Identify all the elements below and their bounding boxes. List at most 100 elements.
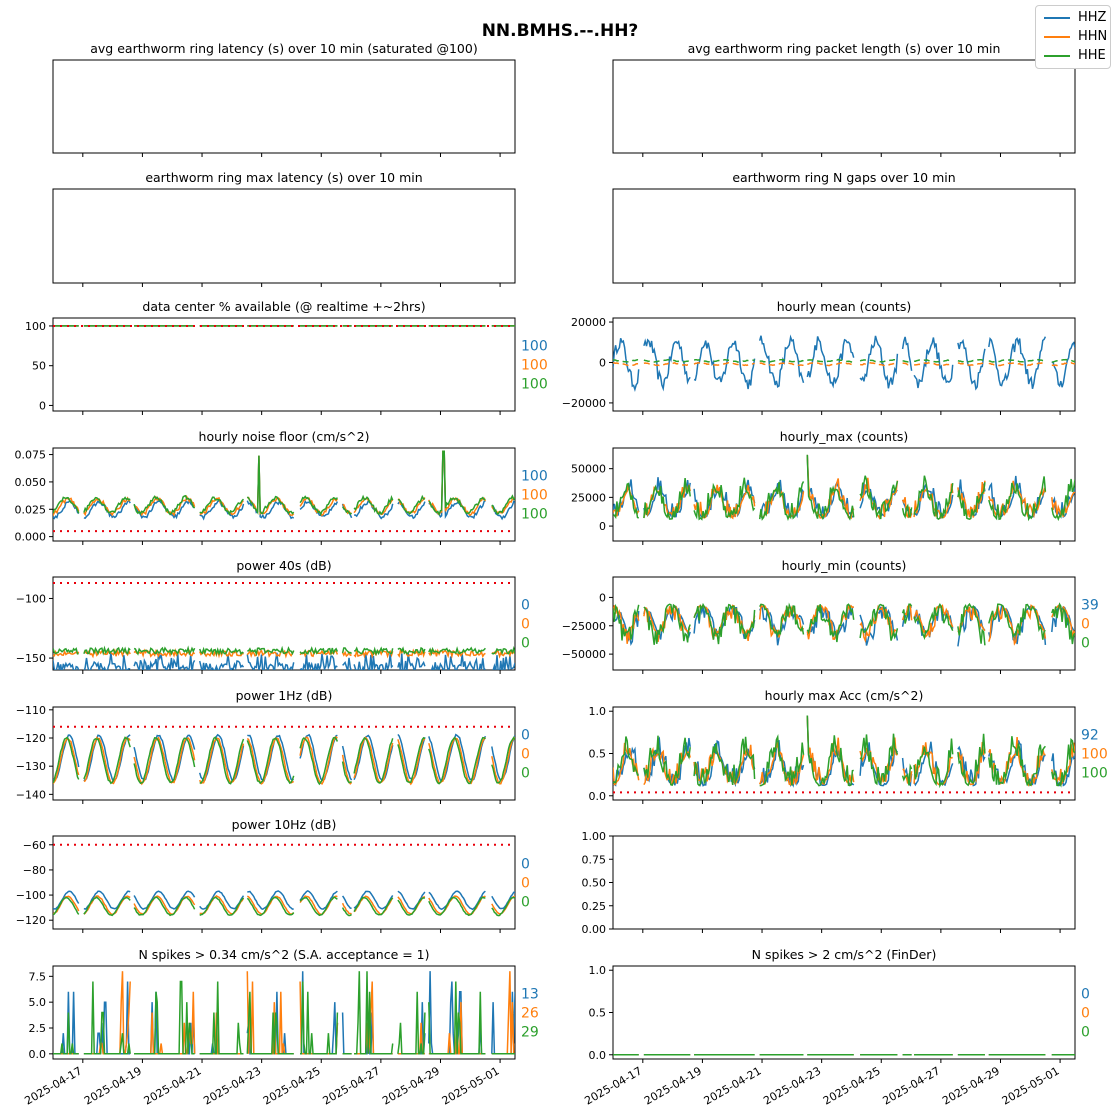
plot-frame xyxy=(52,59,516,154)
legend-swatch-hhe xyxy=(1044,54,1070,57)
y-tick-label: 0 xyxy=(599,591,606,604)
y-tick-label: −60 xyxy=(23,839,46,852)
y-tick-label: −140 xyxy=(16,788,46,801)
annotation-hhz: 92 xyxy=(1081,728,1099,744)
annotation-hhn: 0 xyxy=(521,747,530,763)
y-tick-label: 0.50 xyxy=(582,877,607,890)
y-tick-label: −100 xyxy=(16,592,46,605)
annotation-hhe: 100 xyxy=(1081,766,1108,782)
plot-frame xyxy=(612,965,1076,1060)
x-tick-label: 2025-04-25 xyxy=(261,1064,323,1107)
chart-title: data center % available (@ realtime +~2h… xyxy=(142,299,425,314)
chart-title: avg earthworm ring packet length (s) ove… xyxy=(688,41,1001,56)
chart-max-latency: earthworm ring max latency (s) over 10 m… xyxy=(52,170,516,287)
y-tick-label: 1.00 xyxy=(582,830,607,843)
chart-title: power 1Hz (dB) xyxy=(236,688,333,703)
y-tick-label: 5.0 xyxy=(29,996,47,1009)
annotation-hhe: 29 xyxy=(521,1025,539,1041)
y-tick-label: 1.0 xyxy=(589,964,607,977)
y-tick-label: −110 xyxy=(16,704,46,717)
y-tick-label: 0.0 xyxy=(589,1049,607,1062)
chart-blank: 0.00 0.25 0.50 0.75 1.00 xyxy=(582,830,1076,936)
y-tick-label: 1.0 xyxy=(589,705,607,718)
y-tick-label: −120 xyxy=(16,732,46,745)
y-tick-label: 0 xyxy=(39,399,46,412)
annotation-hhe: 100 xyxy=(521,507,548,523)
chart-max-acc: hourly max Acc (cm/s^2) 0.0 0.5 1.0 92 100 100 xyxy=(589,688,1108,804)
plot-frame xyxy=(612,447,1076,542)
chart-title: hourly noise floor (cm/s^2) xyxy=(199,429,370,444)
legend: HHZ HHN HHE xyxy=(1035,5,1111,69)
annotation-hhz: 0 xyxy=(521,598,530,614)
annotation-hhn: 26 xyxy=(521,1006,539,1022)
x-tick-label: 2025-04-29 xyxy=(380,1064,442,1107)
chart-title: hourly_min (counts) xyxy=(782,558,907,573)
annotation-hhe: 100 xyxy=(521,377,548,393)
y-tick-label: 100 xyxy=(25,320,46,333)
x-tick-label: 2025-04-19 xyxy=(82,1064,144,1107)
series-hhn xyxy=(613,361,1075,367)
y-tick-label: 50000 xyxy=(571,463,606,476)
annotation-hhz: 100 xyxy=(521,339,548,355)
series-hhe xyxy=(53,736,515,786)
x-tick-label: 2025-04-19 xyxy=(642,1064,704,1107)
chart-title: avg earthworm ring latency (s) over 10 m… xyxy=(90,41,477,56)
figure-title: NN.BMHS.--.HH? xyxy=(482,21,639,41)
chart-title: N spikes > 2 cm/s^2 (FinDer) xyxy=(752,947,937,962)
y-tick-label: −130 xyxy=(16,760,46,773)
x-tick-label: 2025-04-29 xyxy=(940,1064,1002,1107)
plot-frame xyxy=(52,835,516,930)
annotation-hhe: 0 xyxy=(521,766,530,782)
annotation-hhz: 100 xyxy=(521,469,548,485)
plot-frame xyxy=(612,835,1076,930)
x-tick-label: 2025-04-23 xyxy=(201,1064,263,1107)
chart-power-1hz: power 1Hz (dB) −140 −130 −120 −110 0 0 0 xyxy=(16,688,530,804)
series-hhe xyxy=(613,602,1075,646)
annotation-hhn: 100 xyxy=(1081,747,1108,763)
y-tick-label: 0 xyxy=(599,356,606,369)
x-tick-label: 2025-05-01 xyxy=(440,1064,502,1107)
plot-frame xyxy=(612,59,1076,154)
annotation-hhn: 0 xyxy=(521,876,530,892)
legend-entry-hhz: HHZ xyxy=(1044,9,1106,27)
annotation-hhn: 0 xyxy=(521,617,530,633)
y-tick-label: −120 xyxy=(16,914,46,927)
chart-avg-packet-length: avg earthworm ring packet length (s) ove… xyxy=(612,41,1076,157)
plot-frame xyxy=(612,576,1076,671)
x-tick-label: 2025-04-27 xyxy=(880,1064,942,1107)
annotation-hhe: 0 xyxy=(521,636,530,652)
y-tick-label: 0.0 xyxy=(589,790,607,803)
series-hhe xyxy=(53,971,515,1055)
legend-entry-hhn: HHN xyxy=(1044,28,1107,46)
plot-frame xyxy=(612,188,1076,284)
chart-title: hourly mean (counts) xyxy=(777,299,911,314)
chart-title: power 10Hz (dB) xyxy=(232,817,337,832)
annotation-hhz: 0 xyxy=(521,728,530,744)
x-tick-label: 2025-04-21 xyxy=(142,1064,204,1107)
annotation-hhe: 0 xyxy=(1081,636,1090,652)
series-hhe xyxy=(53,896,515,917)
y-tick-label: 20000 xyxy=(571,316,606,329)
series-hhe xyxy=(53,450,515,517)
chart-hourly-min: hourly_min (counts) −50000 −25000 0 39 0 0 xyxy=(562,558,1099,674)
x-tick-label: 2025-04-17 xyxy=(22,1064,84,1107)
y-tick-label: −50000 xyxy=(562,648,606,661)
chart-title: hourly_max (counts) xyxy=(780,429,909,444)
x-tick-label: 2025-04-17 xyxy=(582,1064,644,1107)
chart-hourly-max: hourly_max (counts) 0 25000 50000 xyxy=(571,429,1076,545)
y-tick-label: 0.75 xyxy=(582,853,607,866)
annotation-hhe: 0 xyxy=(521,895,530,911)
y-tick-label: 0.025 xyxy=(15,503,47,516)
annotation-hhn: 100 xyxy=(521,488,548,504)
annotation-hhe: 0 xyxy=(1081,1025,1090,1041)
series-hhe xyxy=(613,715,1075,789)
x-tick-label: 2025-04-23 xyxy=(761,1064,823,1107)
y-tick-label: 50 xyxy=(32,360,46,373)
y-tick-label: −20000 xyxy=(562,397,606,410)
y-tick-label: 0 xyxy=(599,520,606,533)
chart-spikes-2: N spikes > 2 cm/s^2 (FinDer)2025-04-1720… xyxy=(582,947,1089,1108)
chart-title: earthworm ring N gaps over 10 min xyxy=(732,170,955,185)
y-tick-label: 25000 xyxy=(571,491,606,504)
x-tick-label: 2025-04-25 xyxy=(821,1064,883,1107)
